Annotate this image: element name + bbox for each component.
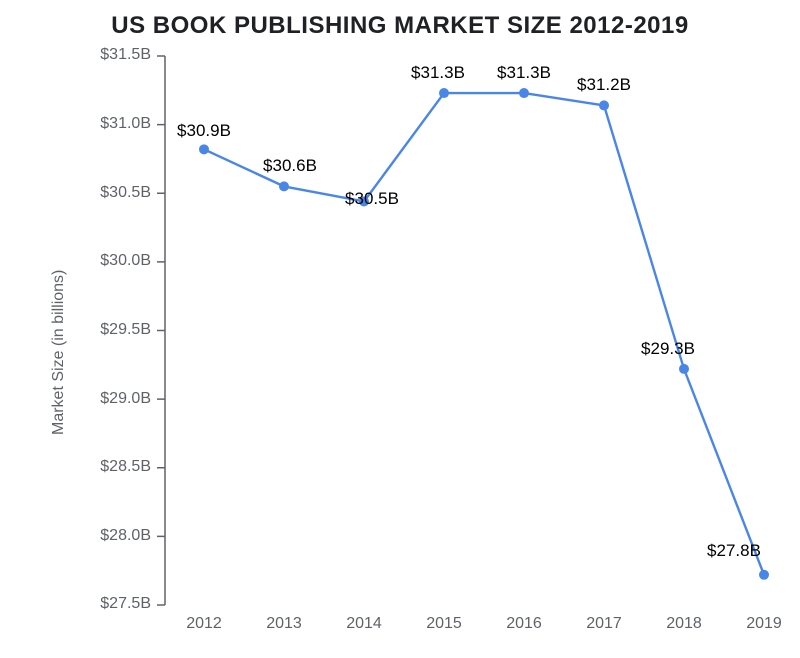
x-tick-label: 2013 (266, 615, 302, 633)
y-tick-label: $30.0B (100, 252, 151, 270)
data-point-label: $30.5B (345, 189, 399, 209)
data-point-label: $30.9B (177, 121, 231, 141)
y-tick-label: $29.0B (100, 390, 151, 408)
data-point-label: $27.8B (707, 541, 761, 561)
x-tick-label: 2012 (186, 615, 222, 633)
x-tick-label: 2016 (506, 615, 542, 633)
x-tick-label: 2019 (746, 615, 782, 633)
y-tick-label: $29.5B (100, 321, 151, 339)
y-tick-label: $28.0B (100, 527, 151, 545)
y-axis-label: Market Size (in billions) (50, 270, 68, 435)
chart-title: US BOOK PUBLISHING MARKET SIZE 2012-2019 (111, 12, 688, 40)
data-point-label: $29.3B (641, 339, 695, 359)
data-point-label: $31.2B (577, 75, 631, 95)
y-tick-label: $31.0B (100, 115, 151, 133)
data-point-label: $31.3B (411, 63, 465, 83)
x-tick-label: 2014 (346, 615, 382, 633)
y-tick-label: $30.5B (100, 184, 151, 202)
data-point-label: $30.6B (263, 156, 317, 176)
y-tick-label: $31.5B (100, 46, 151, 64)
y-tick-label: $28.5B (100, 458, 151, 476)
x-tick-label: 2017 (586, 615, 622, 633)
y-tick-label: $27.5B (100, 595, 151, 613)
x-tick-label: 2015 (426, 615, 462, 633)
data-point-label: $31.3B (497, 63, 551, 83)
x-tick-label: 2018 (666, 615, 702, 633)
